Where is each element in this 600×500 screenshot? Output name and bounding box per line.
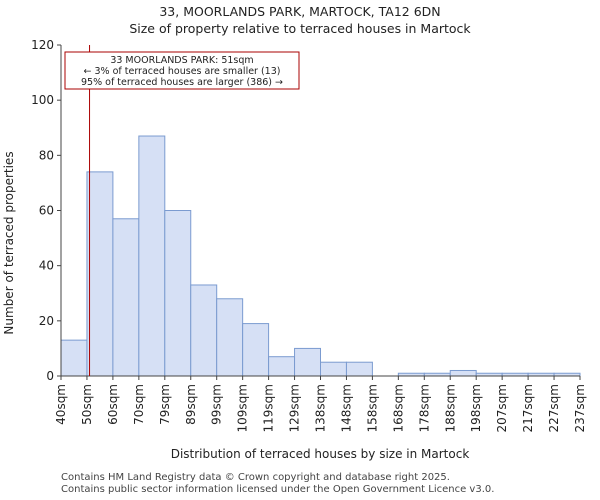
x-tick-label: 129sqm	[288, 384, 302, 432]
x-tick-label: 119sqm	[262, 384, 276, 432]
histogram-bar	[345, 361, 373, 377]
x-tick-label: 168sqm	[391, 384, 405, 432]
histogram-bar	[216, 298, 244, 377]
x-tick-label: 79sqm	[158, 384, 172, 425]
x-tick-label: 40sqm	[54, 384, 68, 425]
x-tick-label: 70sqm	[132, 384, 146, 425]
axes-group: 0 20 40 60 80 100 120 40sqm 50sqm 60sqm 70sqm 79sqm…	[31, 38, 587, 432]
chart-title: 33, MOORLANDS PARK, MARTOCK, TA12 6DN	[159, 4, 441, 19]
x-tick-label: 109sqm	[236, 384, 250, 432]
histogram-bar	[294, 347, 321, 377]
y-tick-label: 100	[31, 93, 54, 107]
y-axis-label: Number of terraced properties	[2, 151, 16, 334]
annotation-line: 95% of terraced houses are larger (386) …	[81, 77, 283, 88]
y-tick-label: 60	[39, 204, 54, 218]
histogram-bar	[449, 369, 477, 377]
annotation-box	[64, 51, 300, 90]
histogram-bar	[268, 356, 296, 377]
x-tick-label: 227sqm	[547, 384, 561, 432]
x-tick-label: 138sqm	[314, 384, 328, 432]
x-tick-label: 217sqm	[521, 384, 535, 432]
annotation-line: ← 3% of terraced houses are smaller (13)	[84, 66, 281, 77]
y-tick-label: 40	[39, 259, 54, 273]
histogram-bar	[112, 218, 140, 377]
histogram-bar	[60, 339, 88, 377]
histogram-bar	[138, 135, 166, 377]
footer-line-1: Contains HM Land Registry data © Crown c…	[61, 472, 450, 483]
histogram-bar	[164, 210, 192, 377]
annotation-line: 33 MOORLANDS PARK: 51sqm	[110, 55, 253, 66]
marker-group: 33 MOORLANDS PARK: 51sqm← 3% of terraced…	[64, 45, 300, 376]
x-tick-label: 50sqm	[80, 384, 94, 425]
x-tick-label: 188sqm	[443, 384, 457, 432]
histogram-bar	[190, 284, 218, 377]
x-axis-label: Distribution of terraced houses by size …	[171, 447, 470, 461]
x-tick-label: 148sqm	[339, 384, 353, 432]
y-tick-label: 20	[39, 314, 54, 328]
histogram-bar	[86, 171, 114, 377]
footer-line-2: Contains public sector information licen…	[61, 484, 495, 495]
x-tick-label: 207sqm	[495, 384, 509, 432]
bars-group	[60, 135, 581, 377]
x-tick-label: 99sqm	[210, 384, 224, 425]
x-tick-label: 89sqm	[184, 384, 198, 425]
y-tick-label: 80	[39, 148, 54, 162]
x-tick-label: 158sqm	[365, 384, 379, 432]
x-tick-label: 237sqm	[573, 384, 587, 432]
x-tick-label: 178sqm	[417, 384, 431, 432]
x-tick-label: 198sqm	[469, 384, 483, 432]
histogram-bar	[242, 323, 270, 377]
chart-subtitle: Size of property relative to terraced ho…	[129, 21, 471, 36]
y-tick-label: 0	[46, 369, 54, 383]
y-tick-label: 120	[31, 38, 54, 52]
x-tick-label: 60sqm	[106, 384, 120, 425]
histogram-bar	[320, 361, 347, 377]
